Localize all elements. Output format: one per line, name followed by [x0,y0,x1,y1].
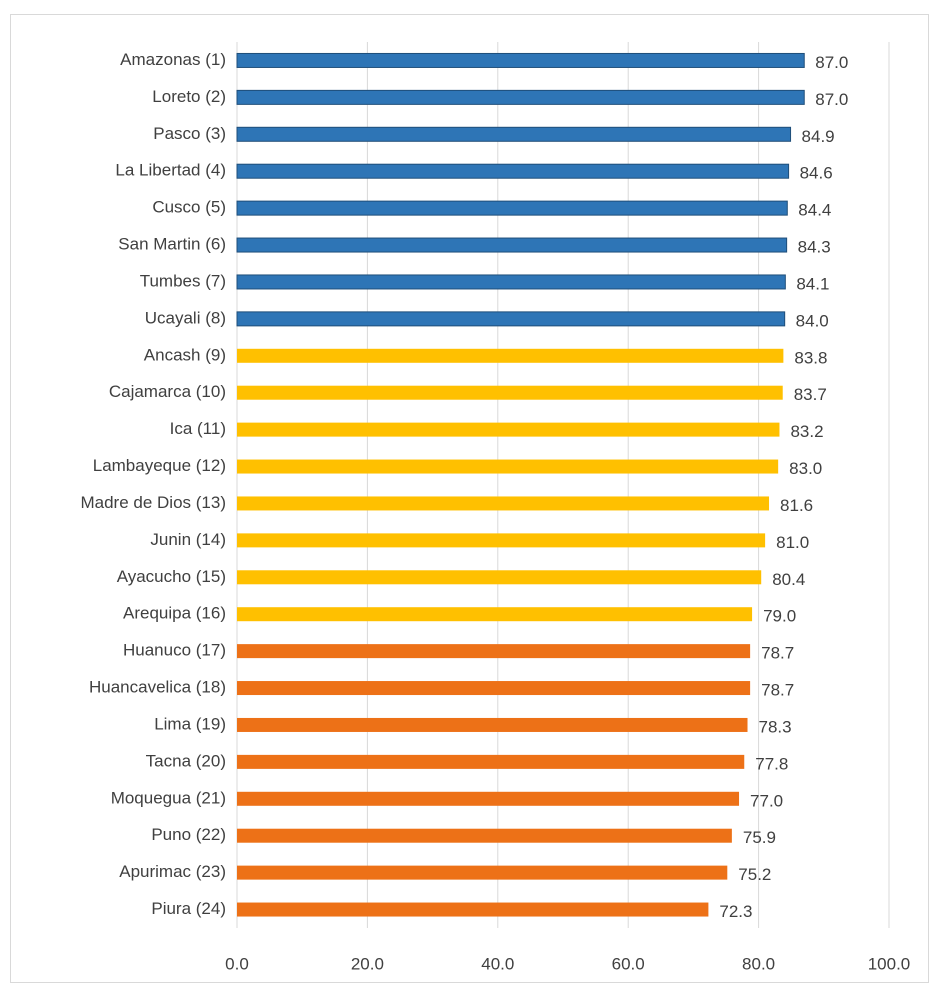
value-label: 83.0 [789,459,822,478]
y-tick-label: San Martin (6) [118,235,226,254]
y-tick-label: Loreto (2) [152,87,226,106]
bar [237,459,779,474]
value-label: 87.0 [815,90,848,109]
y-tick-label: Moquegua (21) [111,788,226,807]
bar [237,791,740,806]
y-tick-label: Cusco (5) [152,198,226,217]
y-tick-label: Huanuco (17) [123,641,226,660]
y-tick-label: Ucayali (8) [145,308,226,327]
value-label: 72.3 [719,902,752,921]
value-label: 80.4 [772,570,805,589]
value-label: 84.9 [802,127,835,146]
y-tick-label: Lambayeque (12) [93,456,226,475]
value-label: 81.0 [776,533,809,552]
value-label: 87.0 [815,53,848,72]
y-tick-label: Ayacucho (15) [117,567,226,586]
y-tick-label: Arequipa (16) [123,604,226,623]
value-label: 83.8 [794,348,827,367]
bar [237,902,709,917]
y-tick-label: Huancavelica (18) [89,678,226,697]
bar [236,237,788,253]
bar [237,348,784,363]
value-label: 77.0 [750,791,783,810]
value-label: 78.7 [761,681,794,700]
value-label: 78.3 [759,717,792,736]
bar [237,607,753,622]
bar [237,385,783,400]
bar [236,126,792,142]
value-label: 84.3 [798,238,831,257]
bar [237,717,748,732]
bar [237,533,766,548]
y-tick-label: Amazonas (1) [120,50,226,69]
y-tick-label: Madre de Dios (13) [80,493,226,512]
value-label: 83.2 [790,422,823,441]
bar [237,865,728,880]
value-label: 81.6 [780,496,813,515]
value-label: 79.0 [763,607,796,626]
value-label: 84.1 [796,274,829,293]
value-label: 84.6 [800,164,833,183]
bar [236,311,786,327]
x-tick-label: 100.0 [868,954,911,973]
y-tick-label: Cajamarca (10) [109,382,226,401]
value-label: 84.0 [796,311,829,330]
bar [236,163,790,179]
bar [236,89,805,105]
y-tick-label: Pasco (3) [153,124,226,143]
value-label: 75.2 [738,865,771,884]
y-tick-label: Apurimac (23) [119,862,226,881]
value-label: 77.8 [755,754,788,773]
value-label: 83.7 [794,385,827,404]
bar [237,422,780,437]
y-tick-label: La Libertad (4) [115,161,226,180]
y-tick-label: Ica (11) [170,419,226,438]
value-label: 75.9 [743,828,776,847]
x-tick-label: 40.0 [481,954,514,973]
value-label: 84.4 [798,201,831,220]
bar [237,828,732,843]
bar [236,200,788,216]
bar [236,274,786,290]
bar [237,496,770,511]
x-tick-label: 80.0 [742,954,775,973]
bar [237,754,745,769]
bar [237,681,751,696]
y-tick-label: Tacna (20) [146,751,226,770]
value-label: 78.7 [761,644,794,663]
bar [237,644,751,659]
y-tick-label: Piura (24) [151,899,226,918]
x-tick-label: 20.0 [351,954,384,973]
x-tick-label: 60.0 [612,954,645,973]
y-tick-label: Tumbes (7) [140,271,226,290]
y-tick-label: Puno (22) [151,825,226,844]
y-tick-label: Lima (19) [154,714,226,733]
x-tick-label: 0.0 [225,954,249,973]
bar [236,52,805,68]
y-tick-label: Ancash (9) [144,345,226,364]
bar [237,570,762,585]
y-tick-label: Junin (14) [150,530,226,549]
